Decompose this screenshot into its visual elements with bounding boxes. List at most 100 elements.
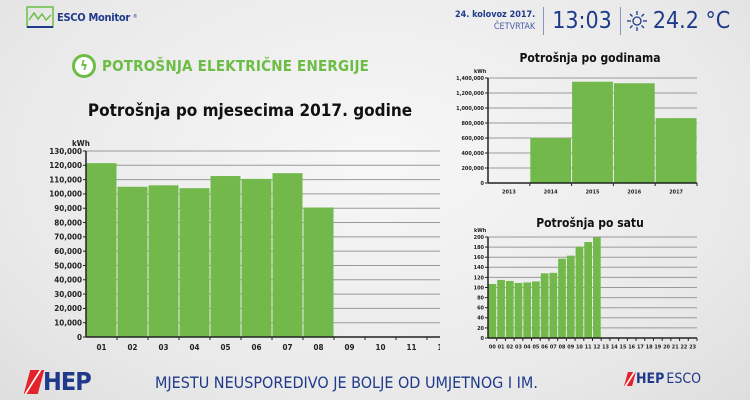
y-tick-label: 0 (481, 181, 485, 187)
x-tick-label: 2017 (669, 190, 683, 196)
x-tick-label: 2016 (627, 190, 641, 196)
lightning-icon: ϟ (72, 54, 96, 78)
x-tick-label: 05 (532, 345, 539, 351)
weekday-text: ČETVRTAK (493, 22, 536, 32)
y-tick-label: 60,000 (54, 247, 82, 256)
bar-2015 (572, 81, 613, 183)
y-tick-label: 140 (474, 265, 485, 271)
y-tick-label: 130,000 (49, 147, 82, 156)
x-tick-label: 21 (672, 345, 679, 351)
y-tick-label: 60 (477, 306, 484, 312)
y-tick-label: 0 (481, 336, 485, 342)
bar-09 (566, 255, 575, 338)
bar-01 (86, 163, 117, 337)
clock: 13:03 (552, 8, 612, 34)
x-tick-label: 01 (498, 345, 505, 351)
y-tick-label: 600,000 (461, 136, 484, 142)
x-tick-label: 18 (646, 345, 653, 351)
x-tick-label: 15 (620, 345, 627, 351)
bar-01 (497, 279, 505, 338)
y-tick-label: 30,000 (54, 290, 82, 299)
y-tick-label: 80,000 (54, 218, 82, 227)
x-tick-label: 11 (585, 345, 592, 351)
bar-07 (549, 272, 558, 338)
y-tick-label: 0 (77, 333, 82, 342)
x-tick-label: 07 (550, 345, 557, 351)
registered-mark: ® (132, 14, 138, 20)
brand-name: ESCO Monitor (57, 10, 130, 24)
y-axis-label: kWh (474, 69, 487, 75)
hep-esco-logo: HEP ESCO (624, 371, 701, 387)
y-tick-label: 120,000 (49, 161, 82, 170)
x-tick-label: 07 (282, 343, 292, 352)
x-tick-label: 19 (654, 345, 661, 351)
x-tick-label: 12 (437, 343, 440, 352)
yearly-chart: kWh 0 200,000 400,000 600,000 800,000 1,000,00… (456, 69, 698, 196)
x-tick-label: 2015 (586, 190, 600, 196)
header-status: 24. kolovoz 2017. ČETVRTAK 13:03 24.2 °C (455, 6, 730, 36)
bar-05 (210, 176, 241, 337)
x-tick-label: 06 (541, 345, 548, 351)
y-tick-label: 1,000,000 (456, 106, 484, 112)
y-tick-label: 20,000 (54, 304, 82, 313)
x-tick-label: 20 (663, 345, 670, 351)
x-tick-label: 11 (406, 343, 416, 352)
y-tick-label: 200 (474, 235, 485, 241)
x-tick-label: 10 (375, 343, 385, 352)
bar-04 (179, 188, 210, 337)
x-tick-label: 14 (611, 345, 618, 351)
x-tick-label: 05 (220, 343, 230, 352)
bar-03 (514, 282, 523, 338)
bar-2014 (530, 138, 572, 183)
x-tick-label: 12 (593, 345, 600, 351)
divider (619, 7, 621, 35)
x-tick-label: 00 (489, 345, 496, 351)
x-tick-label: 16 (628, 345, 635, 351)
x-tick-label: 09 (344, 343, 354, 352)
x-tick-label: 02 (506, 345, 513, 351)
monthly-chart-title: Potrošnja po mjesecima 2017. godine (87, 101, 413, 121)
esco-monitor-logo: ESCO Monitor ® (26, 6, 137, 28)
y-tick-label: 180 (474, 245, 485, 251)
bar-2016 (613, 83, 655, 183)
y-tick-label: 10,000 (54, 318, 82, 327)
x-tick-label: 10 (576, 345, 583, 351)
y-axis-label: kWh (72, 139, 90, 148)
hourly-chart: kWh 0 20 40 60 80 100 120 140 160 180 200 00 01 02 03 04… (474, 228, 698, 351)
bar-05 (532, 281, 540, 338)
x-tick-label: 06 (251, 343, 261, 352)
bar-06 (241, 178, 272, 337)
y-tick-label: 160 (474, 255, 485, 261)
bar-08 (558, 258, 566, 338)
x-tick-label: 08 (313, 343, 323, 352)
divider (543, 7, 545, 35)
y-tick-label: 100 (474, 285, 485, 291)
x-tick-label: 2014 (544, 190, 558, 196)
bar-11 (584, 242, 592, 338)
x-tick-label: 03 (515, 345, 522, 351)
bar-08 (303, 207, 334, 337)
x-tick-label: 2013 (502, 190, 516, 196)
monitor-wave-icon (26, 6, 54, 28)
y-tick-label: 90,000 (54, 204, 82, 213)
y-tick-label: 1,400,000 (456, 76, 484, 82)
x-tick-label: 13 (602, 345, 609, 351)
bar-02 (117, 186, 148, 337)
y-tick-label: 400,000 (461, 151, 484, 157)
bar-2017 (655, 118, 697, 183)
section-title-text: POTROŠNJA ELEKTRIČNE ENERGIJE (102, 57, 370, 75)
bar-03 (148, 185, 179, 337)
y-axis-label: kWh (474, 228, 487, 234)
hourly-chart-title: Potrošnja po satu (536, 216, 644, 230)
monthly-chart: kWh 0 10,000 20,000 30,000 40,000 50,000 60,000… (49, 139, 440, 352)
y-tick-label: 50,000 (54, 261, 82, 270)
hep-logo: HEP (23, 367, 92, 396)
bar-04 (523, 282, 532, 338)
bar-00 (488, 283, 497, 338)
x-tick-label: 03 (158, 343, 168, 352)
x-tick-label: 17 (637, 345, 644, 351)
y-tick-label: 40,000 (54, 276, 82, 285)
y-tick-label: 70,000 (54, 233, 82, 242)
section-title: ϟ POTROŠNJA ELEKTRIČNE ENERGIJE (72, 54, 369, 78)
y-tick-label: 800,000 (461, 121, 484, 127)
